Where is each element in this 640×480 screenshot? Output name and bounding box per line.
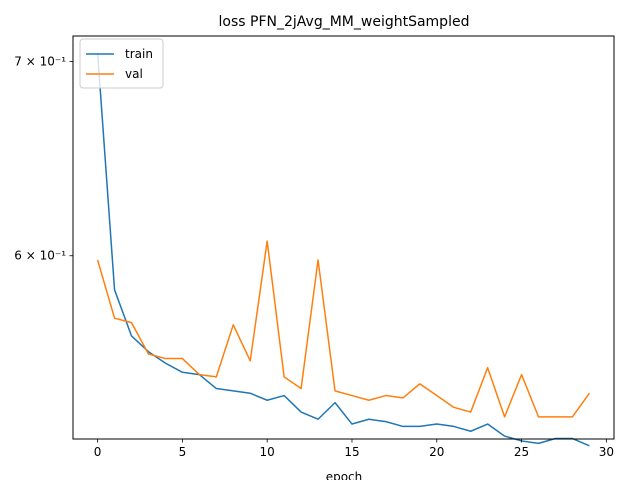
x-tick-label: 5 [179, 445, 187, 459]
y-tick-label: 6 × 10⁻¹ [14, 249, 66, 263]
x-tick-label: 25 [514, 445, 529, 459]
x-tick-label: 20 [429, 445, 444, 459]
chart-title: loss PFN_2jAvg_MM_weightSampled [219, 14, 470, 30]
legend: train val [79, 38, 164, 89]
x-axis-label: epoch [326, 470, 363, 480]
x-tick-label: 0 [94, 445, 102, 459]
series-line-val [96, 240, 591, 418]
plot-frame [72, 35, 615, 440]
legend-label-val: val [125, 67, 143, 81]
x-tick-label: 10 [260, 445, 275, 459]
y-tick-label: 7 × 10⁻¹ [14, 54, 66, 68]
series-line-train [96, 52, 590, 447]
y-axis-ticks: 6 × 10⁻¹ 7 × 10⁻¹ [14, 54, 73, 263]
x-tick-label: 30 [599, 445, 614, 459]
legend-box [79, 38, 164, 89]
x-axis-ticks: 0 5 10 15 20 25 30 [94, 439, 614, 459]
x-tick-label: 15 [344, 445, 359, 459]
legend-label-train: train [125, 47, 153, 61]
series-layer [96, 52, 591, 447]
